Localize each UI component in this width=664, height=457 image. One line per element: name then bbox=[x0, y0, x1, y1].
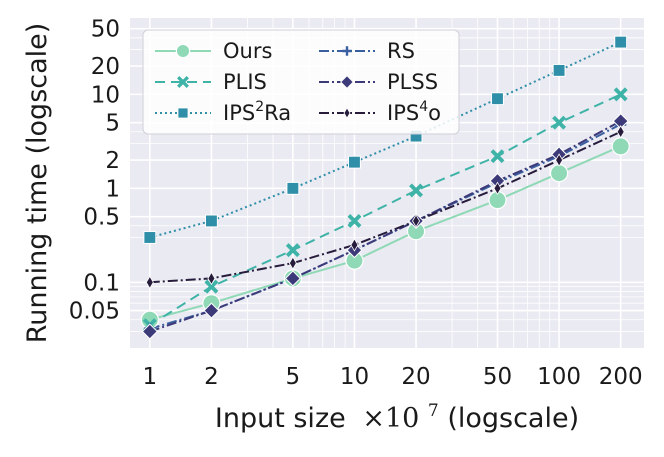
data-point-ips4 bbox=[616, 125, 625, 139]
legend-label: IPS2Ra bbox=[223, 99, 291, 125]
legend-label: PLIS bbox=[223, 70, 267, 94]
series-line-ips4 bbox=[149, 130, 622, 284]
data-point-plis bbox=[409, 183, 424, 198]
legend-marker bbox=[343, 107, 351, 119]
series-line-ips2 bbox=[149, 41, 622, 239]
y-tick-label: 2 bbox=[105, 148, 120, 174]
x-tick-label: 1 bbox=[143, 364, 158, 390]
x-tick-label: 100 bbox=[537, 364, 581, 390]
data-point-ips2 bbox=[143, 231, 157, 244]
y-tick-label: 1 bbox=[105, 176, 120, 202]
legend-label: PLSS bbox=[387, 70, 438, 94]
data-point-ips2 bbox=[552, 63, 566, 77]
x-tick-labels: 1 2 5 10 20 50 100 200 bbox=[143, 364, 643, 390]
data-point-ours bbox=[549, 164, 569, 183]
data-point-ips4 bbox=[350, 238, 359, 252]
data-point-plis bbox=[347, 213, 362, 228]
x-tick-label: 20 bbox=[401, 364, 430, 390]
legend-label: RS bbox=[387, 39, 415, 63]
y-tick-label: 20 bbox=[91, 54, 120, 80]
series-line-plss bbox=[149, 120, 622, 333]
y-tick-label: 0.1 bbox=[83, 270, 120, 296]
x-tick-label: 10 bbox=[340, 364, 369, 390]
x-axis-label: Input size ×10 7 (logscale) bbox=[215, 392, 579, 434]
legend: Ours PLIS IPS2Ra RS PLSS IPS4o bbox=[142, 29, 460, 135]
data-point-plis bbox=[490, 149, 505, 164]
legend-marker bbox=[175, 43, 191, 59]
data-point-ips4 bbox=[207, 271, 216, 286]
legend-label: Ours bbox=[223, 39, 272, 63]
data-point-ips2 bbox=[286, 181, 300, 195]
x-tick-label: 2 bbox=[204, 364, 219, 390]
data-point-plis bbox=[285, 243, 300, 258]
legend-box bbox=[142, 29, 460, 135]
data-point-ips2 bbox=[204, 214, 218, 228]
series-line-plis bbox=[149, 93, 622, 327]
y-tick-label: 50 bbox=[91, 17, 120, 43]
x-tick-label: 5 bbox=[286, 364, 301, 390]
y-tick-label: 5 bbox=[105, 111, 120, 137]
data-point-ips4 bbox=[145, 275, 154, 290]
legend-marker bbox=[177, 107, 189, 119]
data-point-ips4 bbox=[493, 181, 502, 196]
x-tick-label: 200 bbox=[599, 364, 643, 390]
data-point-ips4 bbox=[412, 214, 421, 228]
data-point-plis bbox=[552, 115, 567, 130]
data-point-plss bbox=[203, 302, 220, 319]
x-tick-label: 50 bbox=[483, 364, 512, 390]
data-point-ips2 bbox=[614, 35, 628, 49]
legend-marker bbox=[339, 74, 355, 90]
data-point-ips4 bbox=[555, 153, 564, 167]
data-point-ips2 bbox=[491, 92, 504, 106]
legend-marker bbox=[177, 76, 189, 88]
legend-marker bbox=[342, 46, 352, 56]
y-tick-label: 10 bbox=[91, 82, 120, 108]
legend-label: IPS4o bbox=[387, 99, 441, 125]
y-axis-label: Running time (logscale) bbox=[22, 23, 53, 344]
data-point-ips4 bbox=[288, 256, 297, 270]
y-tick-label: 0.05 bbox=[69, 299, 120, 325]
data-point-plis bbox=[613, 87, 628, 102]
series-lines bbox=[149, 41, 622, 333]
data-point-plss bbox=[284, 270, 301, 287]
data-point-plis bbox=[204, 279, 219, 294]
y-tick-label: 0.5 bbox=[83, 205, 120, 231]
data-markers bbox=[140, 35, 630, 340]
data-point-ours bbox=[611, 137, 630, 156]
data-point-ips2 bbox=[348, 155, 361, 169]
data-point-plss bbox=[141, 323, 158, 340]
series-line-ours bbox=[149, 145, 622, 321]
